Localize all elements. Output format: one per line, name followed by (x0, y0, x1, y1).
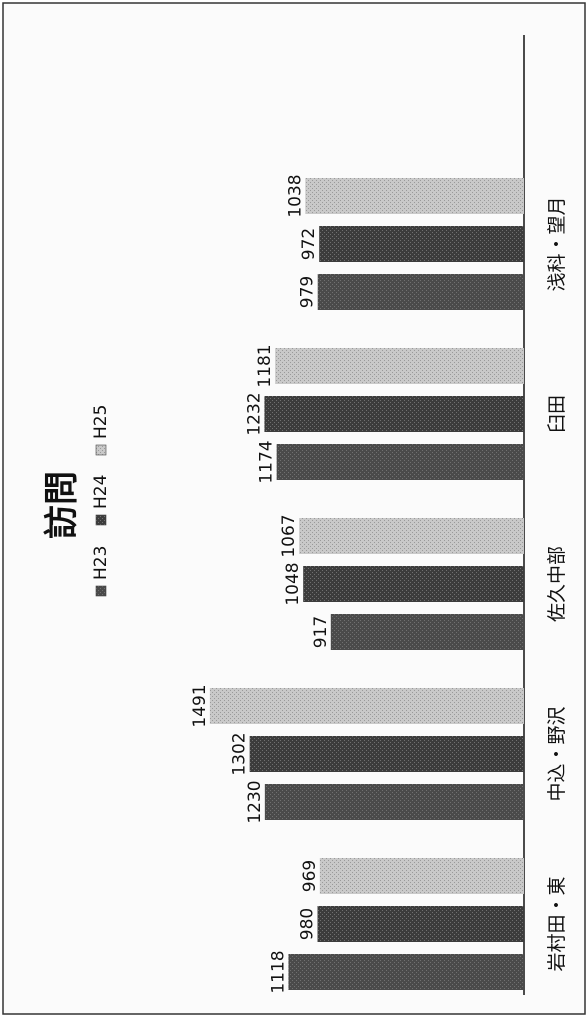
data-label-h24-0: 980 (298, 908, 318, 940)
legend-swatch-h24 (95, 514, 107, 526)
data-label-h23-1: 1230 (245, 780, 265, 823)
bar-h23-1 (264, 784, 524, 820)
data-label-h25-0: 969 (300, 860, 320, 892)
data-label-h23-3: 1174 (257, 440, 277, 483)
bar-h24-2 (303, 566, 524, 602)
category-label-1: 中込・野沢 (546, 706, 568, 801)
data-label-h25-3: 1181 (255, 344, 275, 387)
bar-h24-0 (317, 906, 524, 942)
bar-h25-0 (319, 858, 524, 894)
data-label-h24-1: 1302 (230, 732, 250, 775)
bar-h23-3 (276, 444, 524, 480)
bar-h25-2 (299, 518, 524, 554)
data-label-h25-4: 1038 (285, 174, 305, 217)
bar-h24-1 (249, 736, 525, 772)
bar-h23-2 (330, 614, 524, 650)
category-label-2: 佐久中部 (546, 546, 568, 622)
category-label-3: 臼田 (546, 395, 568, 433)
data-label-h25-1: 1491 (190, 684, 210, 727)
bar-h25-1 (209, 688, 524, 724)
legend-label-h25: H25 (91, 405, 111, 439)
data-label-h23-4: 979 (298, 276, 318, 308)
bar-h23-4 (317, 274, 524, 310)
bar-h25-3 (275, 348, 524, 384)
data-label-h25-2: 1067 (279, 514, 299, 557)
data-label-h23-0: 1118 (268, 950, 288, 993)
bar-h23-0 (288, 954, 524, 990)
chart-title-group: 訪問 (42, 471, 82, 539)
data-label-h23-2: 917 (311, 616, 331, 648)
chart-title: 訪問 (42, 471, 82, 539)
data-label-h24-4: 972 (299, 228, 319, 260)
bar-h24-4 (319, 226, 524, 262)
bar-h24-3 (264, 396, 524, 432)
data-label-h24-3: 1232 (244, 392, 264, 435)
legend-label-h23: H23 (91, 546, 111, 580)
data-label-h24-2: 1048 (283, 562, 303, 605)
legend: H23 H24 H25 (91, 405, 111, 597)
category-label-4: 浅科・望月 (546, 196, 568, 291)
legend-label-h24: H24 (91, 475, 111, 509)
legend-swatch-h25 (95, 444, 107, 456)
bar-h25-4 (305, 178, 524, 214)
legend-swatch-h23 (95, 585, 107, 597)
category-label-0: 岩村田・東 (546, 876, 568, 971)
